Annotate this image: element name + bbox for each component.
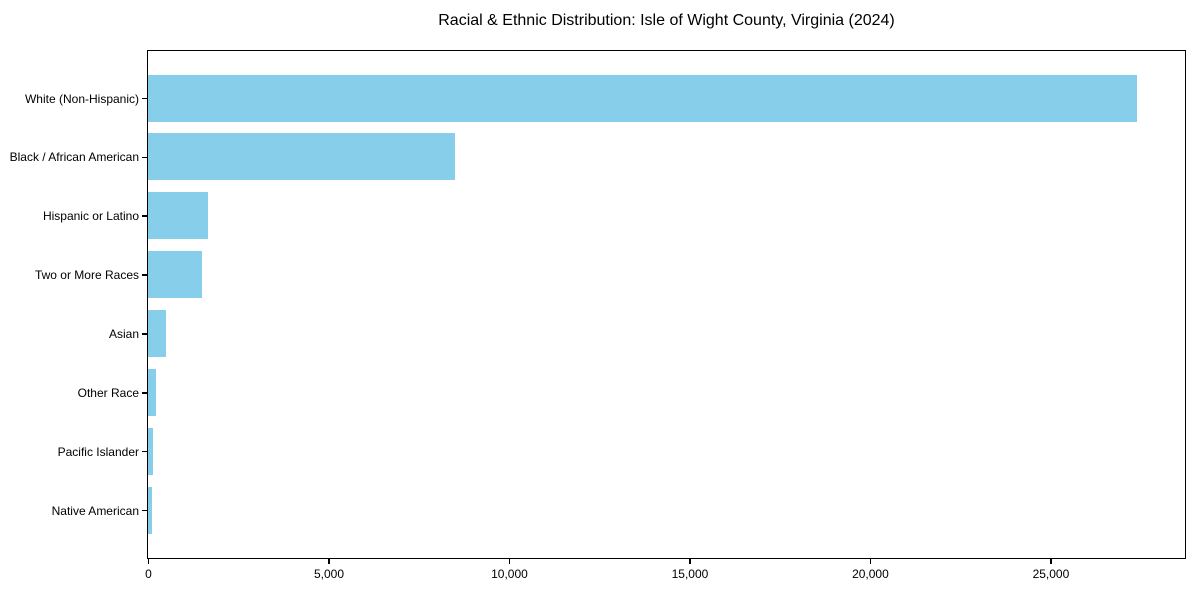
y-tick-mark — [142, 156, 147, 159]
x-tick-mark — [328, 559, 330, 564]
y-tick-mark — [142, 215, 147, 217]
y-tick-label: Asian — [108, 326, 139, 341]
y-tick-mark — [142, 274, 147, 276]
y-tick-mark — [142, 450, 147, 453]
y-tick-label: Other Race — [77, 385, 139, 400]
y-tick-label: Native American — [51, 503, 139, 518]
y-tick-mark — [142, 333, 147, 335]
x-tick-mark — [508, 559, 511, 564]
x-tick-label: 10,000 — [491, 567, 528, 581]
y-tick-label: Pacific Islander — [57, 444, 139, 459]
x-tick-mark — [869, 559, 872, 564]
chart-title: Racial & Ethnic Distribution: Isle of Wi… — [438, 12, 895, 29]
bar-2 — [148, 192, 208, 240]
bar-0 — [148, 74, 1138, 122]
y-tick-mark — [142, 97, 147, 100]
bar-4 — [148, 309, 167, 357]
x-tick-mark — [689, 559, 691, 564]
y-tick-label: Two or More Races — [34, 268, 139, 283]
bar-3 — [148, 251, 203, 299]
y-tick-label: Black / African American — [9, 150, 139, 165]
y-tick-mark — [142, 509, 147, 512]
bar-1 — [148, 133, 455, 181]
y-tick-label: Hispanic or Latino — [42, 209, 139, 224]
y-tick-label: White (Non-Hispanic) — [24, 91, 139, 106]
x-tick-label: 0 — [145, 567, 152, 581]
bar-5 — [148, 368, 156, 416]
x-tick-label: 5,000 — [313, 567, 344, 581]
bar-6 — [148, 427, 154, 475]
x-tick-mark — [1050, 559, 1052, 564]
x-tick-label: 20,000 — [852, 567, 889, 581]
bar-7 — [148, 486, 152, 534]
x-tick-label: 25,000 — [1032, 567, 1070, 581]
plot-area — [147, 50, 1186, 559]
y-tick-mark — [142, 392, 147, 394]
x-tick-mark — [147, 559, 150, 564]
x-tick-label: 15,000 — [671, 567, 709, 581]
